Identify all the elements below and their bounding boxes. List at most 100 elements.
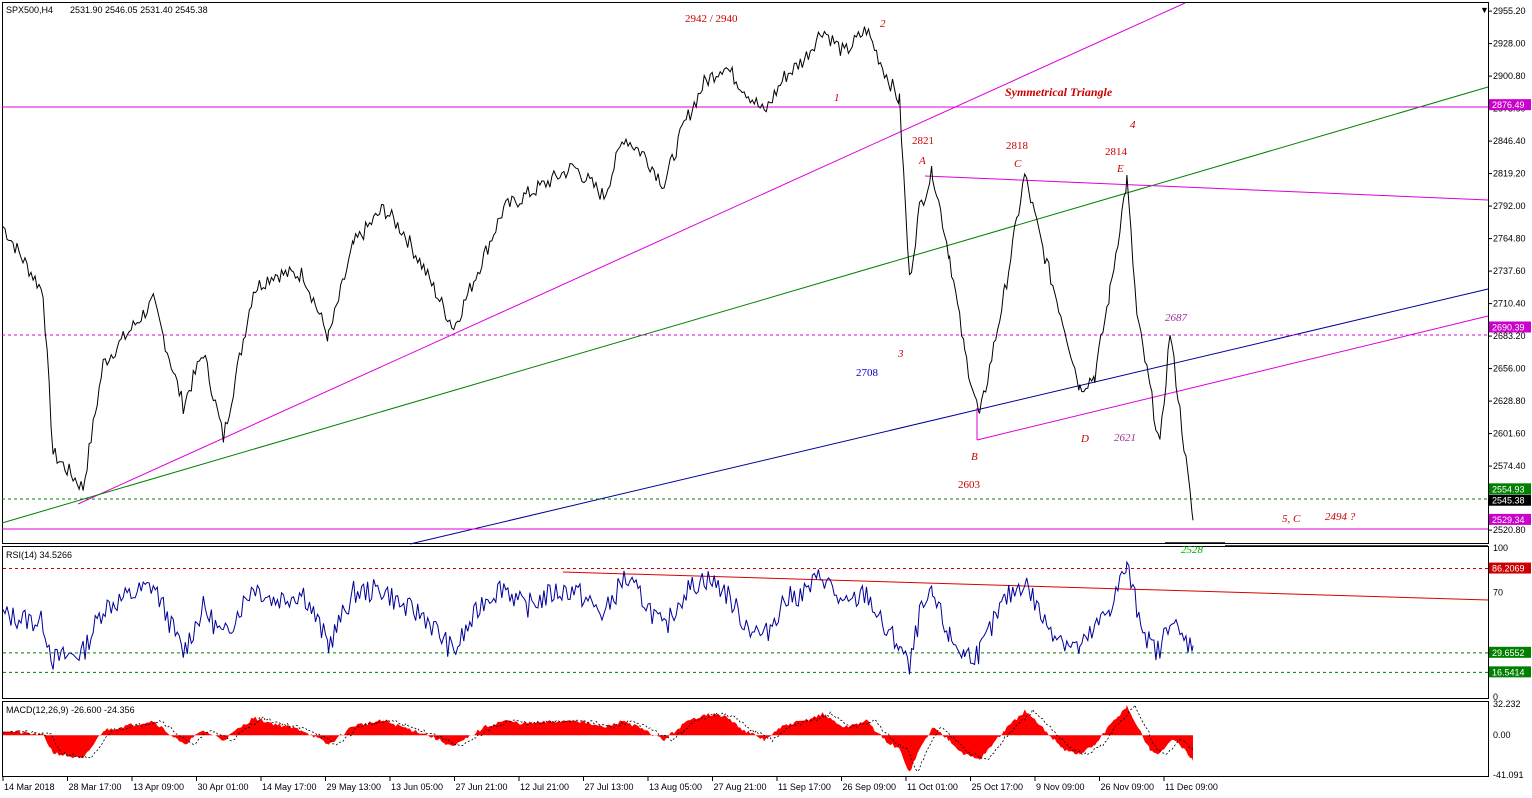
annotation-wave-4: 4 — [1130, 119, 1136, 131]
x-tick-label: 25 Oct 17:00 — [972, 782, 1024, 792]
rsi-level-tag — [1489, 666, 1531, 678]
rsi-level-tag — [1489, 646, 1531, 658]
annotation-2942: 2942 / 2940 — [685, 13, 738, 25]
annotation-2687: 2687 — [1165, 312, 1188, 324]
annotation-D: D — [1080, 433, 1089, 445]
x-tick-label: 14 May 17:00 — [262, 782, 317, 792]
price-y-tick-label: 2710.40 — [1493, 299, 1526, 309]
price-tag-box — [1489, 321, 1531, 333]
x-tick-label: 27 Jun 21:00 — [456, 782, 508, 792]
macd-y-tick-label: -41.091 — [1493, 770, 1524, 780]
annotation-2494: 2494 ? — [1325, 511, 1356, 523]
x-tick-label: 11 Oct 01:00 — [907, 782, 958, 792]
macd-histogram — [3, 705, 1193, 772]
macd-y-axis: 32.232 0.00 -41.091 — [1493, 699, 1524, 780]
price-panel-header: SPX500,H4 — [6, 5, 53, 15]
x-axis: 14 Mar 2018 28 Mar 17:00 13 Apr 09:00 30 Ap… — [2, 777, 1218, 792]
rsi-panel-frame — [2, 546, 1489, 699]
annotation-C: C — [1014, 158, 1022, 170]
price-tag-box — [1489, 99, 1531, 111]
price-y-axis: 2955.202928.002900.802873.602846.402819.… — [1488, 6, 1526, 535]
annotation-2603: 2603 — [958, 479, 981, 491]
rsi-trendline — [562, 571, 1489, 601]
price-series — [2, 26, 1194, 521]
rsi-level-label: 29.6552 — [1492, 648, 1525, 658]
price-tag-box — [1489, 513, 1531, 525]
annotation-2821: 2821 — [912, 135, 934, 147]
x-tick-label: 26 Nov 09:00 — [1101, 782, 1155, 792]
rsi-y-tick-label: 70 — [1493, 588, 1503, 598]
triangle-upper-line — [924, 175, 1489, 201]
annotation-symmetrical-triangle: Symmetrical Triangle — [1005, 85, 1113, 99]
macd-y-tick-label: 32.232 — [1493, 699, 1521, 709]
macd-y-tick-label: 0.00 — [1493, 730, 1511, 740]
rsi-y-axis: 100 70 0 — [1493, 543, 1508, 702]
price-y-tick-label: 2792.00 — [1493, 201, 1526, 211]
annotation-2708: 2708 — [856, 367, 879, 379]
annotation-2814: 2814 — [1105, 146, 1128, 158]
x-tick-label: 13 Aug 05:00 — [649, 782, 702, 792]
annotation-wave-1: 1 — [834, 92, 840, 104]
price-panel-ohlc: 2531.90 2546.05 2531.40 2545.38 — [70, 5, 208, 15]
blue-trendline — [409, 288, 1489, 545]
annotation-5-C: 5, C — [1282, 513, 1301, 525]
rsi-level-label: 16.5414 — [1492, 667, 1525, 677]
macd-signal-line — [3, 704, 1194, 773]
price-y-tick-label: 2683.20 — [1493, 331, 1526, 341]
green-trendline — [1, 86, 1489, 524]
price-y-tick-label: 2656.00 — [1493, 364, 1526, 374]
price-panel-frame — [2, 2, 1489, 544]
annotation-A: A — [918, 155, 926, 167]
price-tags: 2876.49 2690.39 2554.93 2545.38 2529.34 — [1489, 99, 1531, 525]
annotation-2818: 2818 — [1006, 140, 1029, 152]
x-tick-label: 14 Mar 2018 — [4, 782, 55, 792]
price-y-tick-label: 2574.40 — [1493, 461, 1526, 471]
x-tick-label: 13 Apr 09:00 — [133, 782, 184, 792]
x-tick-label: 13 Jun 05:00 — [391, 782, 443, 792]
price-tag-label: 2529.34 — [1492, 515, 1525, 525]
rsi-panel-header: RSI(14) 34.5266 — [6, 550, 72, 560]
annotation-wave-2: 2 — [880, 18, 886, 30]
price-y-tick-label: 2819.20 — [1493, 169, 1526, 179]
magenta-upper-trendline — [77, 2, 1186, 505]
chart-shift-marker: ▼ — [1480, 5, 1489, 15]
magenta-lower-trendline — [976, 315, 1489, 441]
annotation-2528: 2528 — [1181, 544, 1204, 556]
x-tick-label: 29 May 13:00 — [327, 782, 382, 792]
annotation-E: E — [1116, 163, 1124, 175]
x-tick-label: 11 Sep 17:00 — [778, 782, 831, 792]
macd-panel-frame — [2, 701, 1489, 777]
price-y-tick-label: 2928.00 — [1493, 39, 1526, 49]
price-y-tick-label: 2737.60 — [1493, 266, 1526, 276]
price-y-tick-label: 2900.80 — [1493, 71, 1526, 81]
price-tag-label: 2690.39 — [1492, 322, 1525, 332]
macd-panel-header: MACD(12,26,9) -26.600 -24.356 — [6, 705, 135, 715]
price-y-tick-label: 2520.80 — [1493, 525, 1526, 535]
price-tag-box — [1489, 483, 1531, 495]
x-tick-label: 26 Sep 09:00 — [843, 782, 897, 792]
rsi-y-tick-label: 100 — [1493, 543, 1508, 553]
annotation-2621: 2621 — [1114, 432, 1136, 444]
x-tick-label: 27 Aug 21:00 — [714, 782, 767, 792]
rsi-levels: 86.2069 29.6552 16.5414 — [3, 562, 1531, 678]
rsi-series — [2, 560, 1194, 675]
price-y-tick-label: 2955.20 — [1493, 6, 1526, 16]
annotations: 2942 / 2940 2 1 Symmetrical Triangle 4 2… — [685, 13, 1356, 556]
price-y-tick-label: 2601.60 — [1493, 429, 1526, 439]
price-y-tick-label: 2846.40 — [1493, 136, 1526, 146]
x-tick-label: 9 Nov 09:00 — [1036, 782, 1085, 792]
price-tag-label: 2554.93 — [1492, 484, 1525, 494]
annotation-B: B — [971, 451, 978, 463]
rsi-level-label: 86.2069 — [1492, 564, 1525, 574]
rsi-level-tag — [1489, 562, 1531, 574]
x-tick-label: 12 Jul 21:00 — [520, 782, 569, 792]
price-tag-box — [1489, 494, 1531, 506]
x-tick-label: 28 Mar 17:00 — [69, 782, 122, 792]
price-tag-label: 2545.38 — [1492, 496, 1525, 506]
price-tag-label: 2876.49 — [1492, 100, 1525, 110]
price-y-tick-label: 2628.80 — [1493, 396, 1526, 406]
price-y-tick-label: 2764.80 — [1493, 234, 1526, 244]
rsi-y-tick-label: 0 — [1493, 692, 1498, 702]
annotation-wave-3: 3 — [897, 348, 904, 360]
